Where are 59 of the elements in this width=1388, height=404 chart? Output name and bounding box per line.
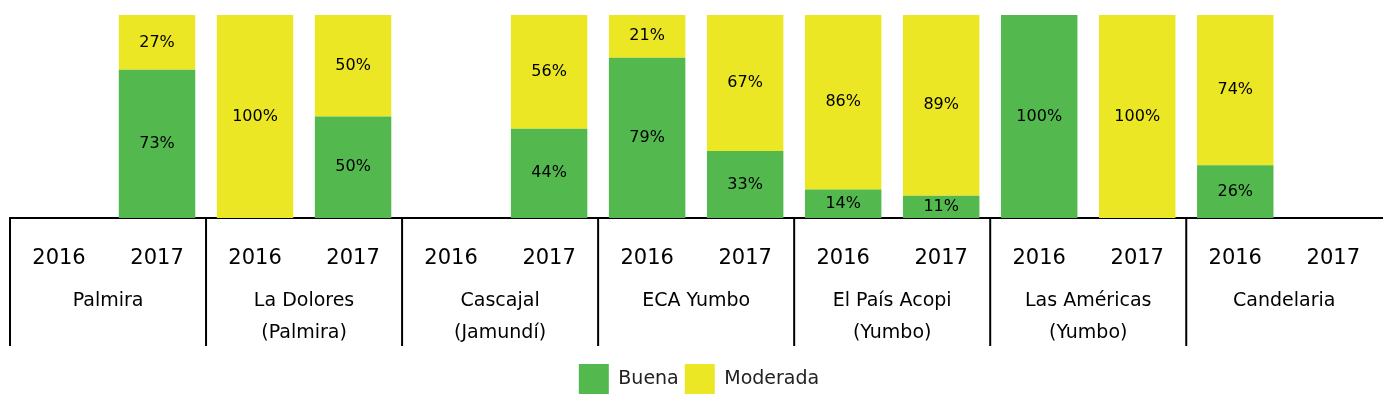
text: La Dolores (Palmira) xyxy=(253,287,355,342)
x-tick-label: 2016 xyxy=(32,245,86,270)
bar xyxy=(216,15,294,218)
bar xyxy=(118,15,196,70)
text: Palmira xyxy=(72,287,144,310)
data-label: 27% xyxy=(139,31,175,51)
data-label: 56% xyxy=(531,61,567,80)
data-label: 44% xyxy=(531,162,567,182)
bar xyxy=(706,151,784,218)
legend-label: Buena xyxy=(618,365,679,388)
x-tick-label: 2016 xyxy=(424,245,478,270)
data-label: 50% xyxy=(335,54,371,74)
x-tick-label: 2016 xyxy=(620,245,674,270)
bar xyxy=(314,15,392,117)
bar xyxy=(1099,15,1176,218)
x-tick-label: 2017 xyxy=(326,245,380,270)
x-tick-label: 2017 xyxy=(522,245,576,270)
x-tick-label: 2016 xyxy=(1208,245,1262,270)
data-label: 21% xyxy=(629,25,665,45)
bar xyxy=(1197,15,1274,166)
data-label: 100% xyxy=(1114,105,1161,125)
x-tick-label: 2017 xyxy=(130,245,184,270)
x-tick-label: 2016 xyxy=(1012,245,1066,270)
text: Cascajal (Jamundí) xyxy=(454,287,547,342)
data-label: 86% xyxy=(825,91,861,111)
x-tick-label: 2016 xyxy=(816,245,870,270)
data-label: 14% xyxy=(825,192,861,212)
data-label: 26% xyxy=(1217,180,1254,200)
text: Candelaria xyxy=(1233,287,1336,310)
bar xyxy=(510,15,588,129)
text: El País Acopi (Yumbo) xyxy=(832,287,952,342)
data-label: 73% xyxy=(139,133,175,153)
bar xyxy=(706,15,784,152)
legend-label: Moderada xyxy=(724,365,820,388)
text: Las Américas (Yumbo) xyxy=(1025,287,1152,342)
data-label: 33% xyxy=(727,173,763,193)
bar xyxy=(118,69,196,218)
data-label: 100% xyxy=(232,105,278,125)
data-label: 11% xyxy=(923,195,959,215)
bar xyxy=(314,116,392,218)
data-label: 50% xyxy=(335,156,371,176)
x-tick-label: 2017 xyxy=(1306,245,1360,270)
x-tick-label: 2016 xyxy=(228,245,282,270)
bar xyxy=(902,15,980,196)
data-label: 100% xyxy=(1016,105,1063,125)
bar xyxy=(608,15,686,58)
data-label: 74% xyxy=(1217,79,1254,99)
x-tick-label: 2017 xyxy=(1110,245,1164,270)
bar xyxy=(608,57,686,218)
bar xyxy=(510,128,588,218)
x-tick-label: 2017 xyxy=(718,245,772,270)
bar xyxy=(1000,15,1078,218)
bar xyxy=(1197,165,1274,218)
x-tick-label: 2017 xyxy=(914,245,968,270)
data-label: 79% xyxy=(629,126,665,146)
bar xyxy=(804,15,882,190)
data-label: 89% xyxy=(923,94,959,114)
data-label: 67% xyxy=(727,72,763,92)
text: ECA Yumbo xyxy=(642,287,751,310)
